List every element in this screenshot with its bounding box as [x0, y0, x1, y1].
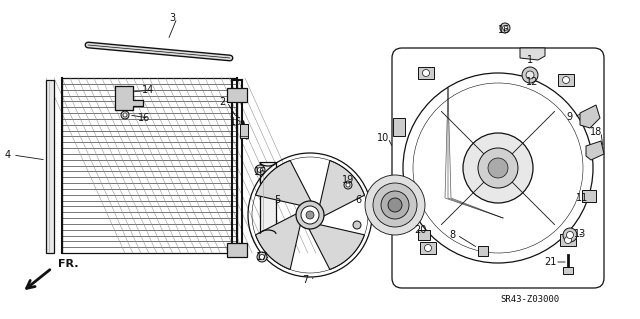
Text: 18: 18 — [590, 127, 602, 137]
Text: 20: 20 — [414, 225, 426, 235]
Circle shape — [301, 206, 319, 224]
Text: 9: 9 — [566, 112, 572, 122]
Bar — [558, 74, 574, 86]
Text: 16: 16 — [138, 113, 150, 123]
Circle shape — [500, 23, 510, 33]
Text: 13: 13 — [574, 229, 586, 239]
Bar — [560, 234, 576, 246]
Circle shape — [564, 236, 572, 243]
Text: 16: 16 — [498, 25, 510, 35]
Bar — [46, 80, 54, 253]
Circle shape — [388, 198, 402, 212]
Text: 16: 16 — [254, 167, 266, 177]
Text: FR.: FR. — [58, 259, 79, 269]
Text: 12: 12 — [526, 77, 538, 87]
Bar — [393, 118, 405, 136]
Text: 19: 19 — [342, 175, 354, 185]
Polygon shape — [580, 105, 600, 128]
Polygon shape — [115, 86, 143, 110]
Text: 10: 10 — [377, 133, 389, 143]
Circle shape — [526, 71, 534, 79]
Text: 17: 17 — [256, 252, 268, 262]
Text: 21: 21 — [544, 257, 556, 267]
Text: 11: 11 — [576, 193, 588, 203]
Bar — [418, 67, 434, 79]
Polygon shape — [319, 160, 365, 217]
Circle shape — [123, 113, 127, 117]
Circle shape — [563, 77, 570, 84]
Bar — [420, 242, 436, 254]
Polygon shape — [255, 160, 312, 206]
Circle shape — [502, 26, 508, 31]
Circle shape — [522, 67, 538, 83]
Text: 6: 6 — [355, 195, 361, 205]
Bar — [418, 230, 430, 240]
Polygon shape — [308, 224, 365, 270]
Bar — [62, 78, 237, 253]
Text: 7: 7 — [302, 275, 308, 285]
Circle shape — [463, 133, 533, 203]
Circle shape — [306, 211, 314, 219]
Circle shape — [344, 181, 352, 189]
Bar — [582, 190, 596, 202]
Circle shape — [257, 167, 262, 173]
Text: 1: 1 — [527, 55, 533, 65]
Bar — [240, 124, 248, 138]
Polygon shape — [255, 213, 301, 270]
Circle shape — [478, 148, 518, 188]
Circle shape — [422, 70, 429, 77]
Circle shape — [381, 191, 409, 219]
FancyBboxPatch shape — [392, 48, 604, 288]
Circle shape — [346, 183, 350, 187]
Polygon shape — [586, 141, 604, 160]
Circle shape — [296, 201, 324, 229]
Text: SR43-Z03000: SR43-Z03000 — [500, 295, 559, 305]
Circle shape — [566, 232, 573, 239]
Bar — [563, 267, 573, 274]
Circle shape — [373, 183, 417, 227]
Circle shape — [563, 228, 577, 242]
Circle shape — [121, 111, 129, 119]
Text: 14: 14 — [142, 85, 154, 95]
Circle shape — [259, 255, 264, 259]
Circle shape — [353, 221, 361, 229]
Circle shape — [488, 158, 508, 178]
Text: 2: 2 — [219, 97, 225, 107]
Bar — [260, 162, 276, 234]
Text: 8: 8 — [449, 230, 455, 240]
Circle shape — [255, 165, 265, 175]
Polygon shape — [520, 48, 545, 60]
Circle shape — [424, 244, 431, 251]
Circle shape — [365, 175, 425, 235]
Circle shape — [257, 252, 267, 262]
Text: 3: 3 — [169, 13, 175, 23]
Text: 15: 15 — [230, 117, 242, 127]
Text: 4: 4 — [5, 150, 11, 160]
Bar — [227, 243, 247, 257]
Text: 5: 5 — [274, 195, 280, 205]
Bar — [227, 88, 247, 102]
Bar — [478, 246, 488, 256]
